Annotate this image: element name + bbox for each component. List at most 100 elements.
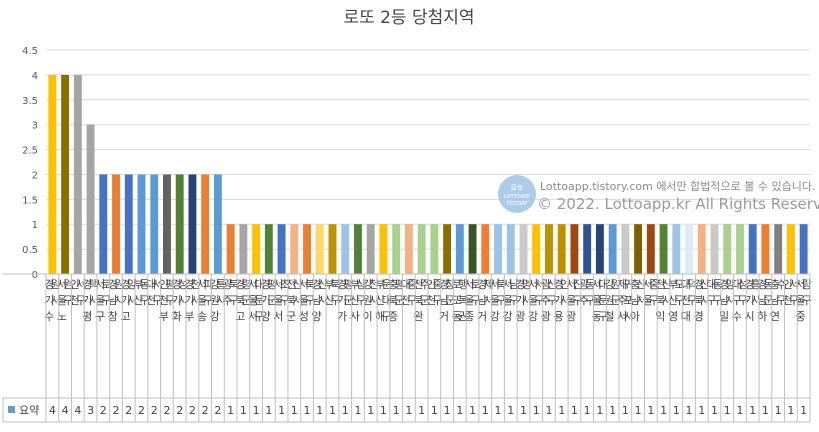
table-value: 1 xyxy=(495,404,502,417)
x-tick-label: 경 xyxy=(439,278,449,291)
x-tick-label: 부 xyxy=(375,278,385,291)
x-tick-label: 산 xyxy=(668,294,678,307)
x-tick-label: 거 xyxy=(439,310,449,323)
bar xyxy=(557,224,566,274)
x-tick-label: 기 xyxy=(261,294,271,307)
x-tick-label: 서 xyxy=(643,278,653,291)
x-tick-label: 구 xyxy=(356,294,366,307)
x-tick-label: 구 xyxy=(598,310,608,323)
bar xyxy=(545,224,553,274)
x-tick-label: 경 xyxy=(261,278,271,291)
y-tick-label: 1.5 xyxy=(22,195,38,206)
x-tick-label: 경 xyxy=(694,278,704,291)
x-tick-label: 서 xyxy=(273,310,283,323)
x-tick-label: 전 xyxy=(655,278,665,291)
x-tick-label: 서 xyxy=(789,278,799,291)
x-tick-label: 군 xyxy=(394,294,404,307)
bar xyxy=(137,174,146,274)
table-value: 2 xyxy=(214,404,221,417)
x-tick-label: 산 xyxy=(375,294,385,307)
watermark-logo-line3: TISTORY xyxy=(506,201,529,207)
y-tick-label: 1 xyxy=(32,220,38,231)
x-tick-label: 화 xyxy=(171,310,181,323)
bar xyxy=(277,224,286,274)
x-tick-label: 서 xyxy=(197,278,207,291)
table-value: 2 xyxy=(125,404,132,417)
table-value: 1 xyxy=(622,404,629,417)
x-tick-label: 남 xyxy=(477,294,487,307)
x-tick-label: 권 xyxy=(458,310,468,323)
x-tick-label: 평 xyxy=(165,278,175,291)
x-tick-label: 대 xyxy=(706,278,716,291)
x-tick-label: 양 xyxy=(261,310,271,323)
x-tick-label: 시 xyxy=(114,294,124,307)
bar xyxy=(290,224,299,274)
bar xyxy=(786,224,795,274)
x-tick-label: 천 xyxy=(783,293,793,307)
x-tick-label: 구 xyxy=(203,294,213,307)
bars xyxy=(48,74,808,275)
table-value: 1 xyxy=(418,404,425,417)
x-tick-label: 경 xyxy=(515,278,525,291)
watermark-line2: © 2022. Lottoapp.kr All Rights Reserved. xyxy=(537,195,819,213)
table-value: 1 xyxy=(240,404,247,417)
x-tick-label: 북 xyxy=(286,294,296,307)
x-tick-label: 경 xyxy=(694,310,704,323)
x-tick-label: 산 xyxy=(133,294,143,307)
bar xyxy=(379,224,388,274)
table-value: 2 xyxy=(189,404,196,417)
x-tick-label: 대 xyxy=(382,294,392,307)
x-tick-label: 주 xyxy=(579,294,589,307)
bar xyxy=(697,224,706,274)
x-tick-label: 평 xyxy=(394,278,404,291)
x-tick-label: 울 xyxy=(273,294,283,307)
table-value: 1 xyxy=(291,404,298,417)
table-value: 1 xyxy=(736,404,743,417)
x-tick-label: 동 xyxy=(713,278,723,291)
x-tick-label: 북 xyxy=(305,278,315,291)
x-tick-label: 창 xyxy=(445,278,455,291)
bar xyxy=(61,74,70,274)
x-tick-label: 평 xyxy=(82,310,92,323)
x-tick-label: 대 xyxy=(732,278,742,291)
watermark: 로또 LOTTOAPP TISTORY Lottoapp.tistory.com… xyxy=(498,175,819,213)
table-value: 2 xyxy=(151,404,158,417)
x-tick-label: 서 xyxy=(152,278,162,291)
x-tick-label: 양 xyxy=(312,310,322,323)
x-tick-label: 구 xyxy=(407,294,417,307)
x-tick-label: 완 xyxy=(413,310,423,323)
x-tick-label: 전 xyxy=(146,294,156,307)
x-tick-label: 서 xyxy=(534,278,544,291)
x-tick-label: 이 xyxy=(362,310,372,323)
x-tick-label: 또 xyxy=(452,294,462,307)
x-tick-label: 종 xyxy=(464,310,474,323)
x-tick-label: 로 xyxy=(101,278,111,291)
bar xyxy=(112,174,120,274)
x-tick-label: 운 xyxy=(382,278,392,291)
x-tick-label: 성 xyxy=(178,278,188,291)
table-value: 2 xyxy=(138,404,145,417)
x-tick-label: 북 xyxy=(496,278,506,291)
bar xyxy=(608,224,617,274)
x-tick-label: 시 xyxy=(89,294,99,307)
table-value: 1 xyxy=(571,404,578,417)
x-tick-label: 구 xyxy=(738,294,748,307)
x-tick-label: 경 xyxy=(44,278,54,291)
x-tick-label: 노 xyxy=(57,310,67,323)
bar xyxy=(226,224,235,274)
x-tick-label: 구 xyxy=(789,294,799,307)
x-tick-label: 경 xyxy=(744,278,754,291)
x-tick-label: 울 xyxy=(592,294,602,307)
x-tick-label: 동 xyxy=(592,310,602,323)
x-tick-label: 강 xyxy=(490,310,500,323)
x-tick-label: 남 xyxy=(770,294,780,307)
x-tick-label: 울 xyxy=(528,294,538,307)
bar xyxy=(685,224,693,274)
x-tick-label: 시 xyxy=(369,294,379,307)
x-tick-label: 강 xyxy=(362,278,372,291)
x-tick-label: 시 xyxy=(522,294,532,307)
x-tick-label: 북 xyxy=(331,278,341,291)
x-tick-label: 중 xyxy=(795,310,805,323)
x-tick-label: 울 xyxy=(248,294,258,307)
x-tick-label: 대 xyxy=(681,278,691,291)
